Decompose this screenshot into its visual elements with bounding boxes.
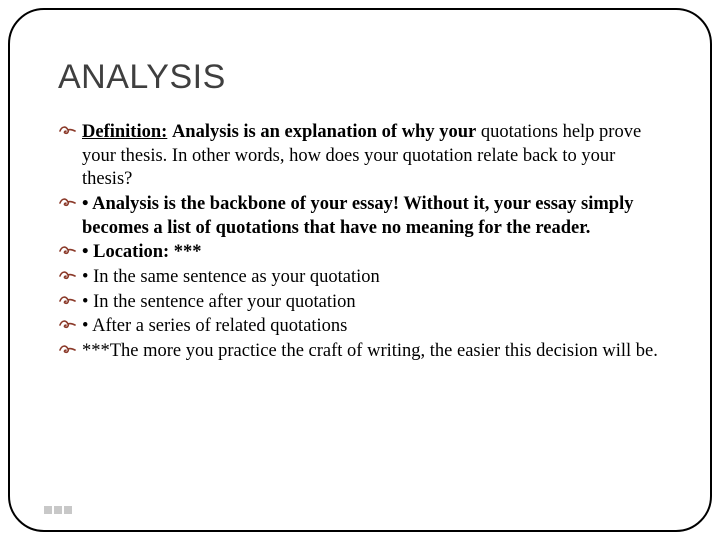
bullet-text: ***The more you practice the craft of wr… (82, 341, 658, 361)
text-segment: Definition: (82, 122, 167, 142)
bullet-text: • After a series of related quotations (82, 316, 347, 336)
text-segment: • Analysis is the backbone of your essay… (82, 194, 633, 238)
bullet-item: • In the same sentence as your quotation (58, 266, 662, 290)
bullet-text: Definition: Analysis is an explanation o… (82, 122, 641, 189)
text-segment: ***The more you practice the craft of wr… (82, 341, 658, 361)
text-segment: Analysis is an explanation of why your (172, 122, 476, 142)
page-indicator (44, 506, 74, 516)
script-bullet-icon (58, 317, 76, 335)
bullet-text: • In the same sentence as your quotation (82, 267, 380, 287)
bullet-item: ***The more you practice the craft of wr… (58, 340, 662, 364)
text-segment: • In the sentence after your quotation (82, 292, 356, 312)
bullet-text: • In the sentence after your quotation (82, 292, 356, 312)
page-bar (54, 506, 62, 514)
slide-title: ANALYSIS (58, 58, 662, 97)
page-bar (64, 506, 72, 514)
text-segment: • In the same sentence as your quotation (82, 267, 380, 287)
slide-frame: ANALYSIS Definition: Analysis is an expl… (8, 8, 712, 532)
script-bullet-icon (58, 123, 76, 141)
script-bullet-icon (58, 243, 76, 261)
text-segment: • After a series of related quotations (82, 316, 347, 336)
bullet-item: Definition: Analysis is an explanation o… (58, 121, 662, 192)
script-bullet-icon (58, 195, 76, 213)
bullet-item: • After a series of related quotations (58, 315, 662, 339)
bullet-item: • Analysis is the backbone of your essay… (58, 193, 662, 240)
script-bullet-icon (58, 268, 76, 286)
bullet-text: • Analysis is the backbone of your essay… (82, 194, 633, 238)
page-bar (44, 506, 52, 514)
bullet-item: • In the sentence after your quotation (58, 291, 662, 315)
bullet-text: • Location: *** (82, 242, 202, 262)
bullet-item: • Location: *** (58, 241, 662, 265)
text-segment: • Location: *** (82, 242, 202, 262)
bullet-list: Definition: Analysis is an explanation o… (58, 121, 662, 364)
script-bullet-icon (58, 342, 76, 360)
script-bullet-icon (58, 293, 76, 311)
